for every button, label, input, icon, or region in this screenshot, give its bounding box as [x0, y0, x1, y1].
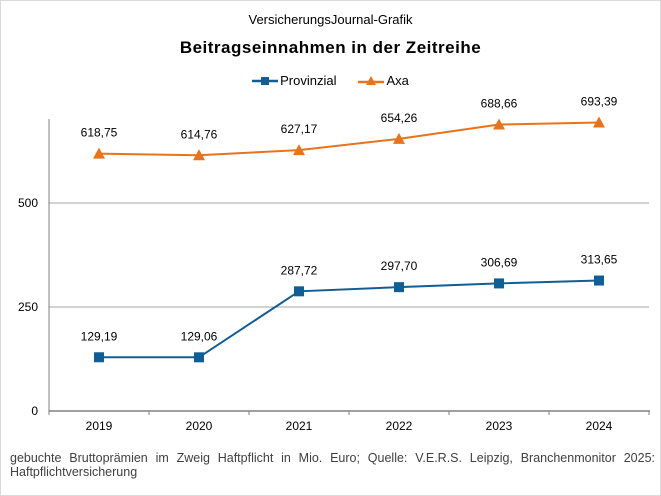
data-label: 297,70 [381, 259, 418, 273]
x-tick-label: 2024 [586, 419, 613, 433]
chart-title: Beitragseinnahmen in der Zeitreihe [179, 38, 482, 57]
legend: Provinzial Axa [0, 73, 661, 88]
data-label: 693,39 [581, 95, 618, 109]
data-point [593, 116, 605, 128]
data-label: 654,26 [381, 111, 418, 125]
data-label: 313,65 [581, 253, 618, 267]
data-label: 627,17 [281, 122, 318, 136]
legend-marker-square-icon [252, 76, 279, 85]
data-label: 129,19 [81, 329, 118, 343]
data-label: 129,06 [181, 329, 218, 343]
data-label: 618,75 [81, 126, 118, 140]
data-point [293, 144, 305, 156]
footnote: gebuchte Bruttoprämien im Zweig Haftpfli… [10, 451, 655, 479]
x-tick-label: 2021 [286, 419, 313, 433]
data-point [594, 275, 604, 286]
x-tick-label: 2020 [186, 419, 213, 433]
legend-marker-triangle-icon [358, 75, 385, 85]
x-tick-label: 2023 [486, 419, 513, 433]
y-tick-label: 250 [18, 300, 38, 314]
x-tick-label: 2019 [86, 419, 113, 433]
data-point [493, 118, 505, 130]
data-label: 614,76 [181, 127, 218, 141]
x-tick-label: 2022 [386, 419, 413, 433]
data-label: 287,72 [281, 263, 318, 277]
data-point [294, 286, 304, 297]
y-tick-label: 500 [18, 196, 38, 210]
data-label: 306,69 [481, 255, 518, 269]
legend-label: Provinzial [280, 73, 337, 88]
series-line-provinzial [98, 279, 600, 359]
data-point [393, 132, 405, 144]
data-point [194, 352, 204, 363]
data-point [394, 282, 404, 293]
legend-item-provinzial: Provinzial [252, 73, 336, 88]
data-point [93, 147, 105, 159]
data-point [94, 352, 104, 363]
data-point [193, 149, 205, 161]
data-label: 688,66 [481, 97, 518, 111]
series-line-axa [98, 121, 600, 157]
chart-source-label: VersicherungsJournal-Grafik [248, 12, 413, 27]
y-tick-label: 0 [31, 404, 38, 418]
legend-item-axa: Axa [358, 73, 409, 88]
data-point [494, 278, 504, 289]
legend-label: Axa [386, 73, 409, 88]
